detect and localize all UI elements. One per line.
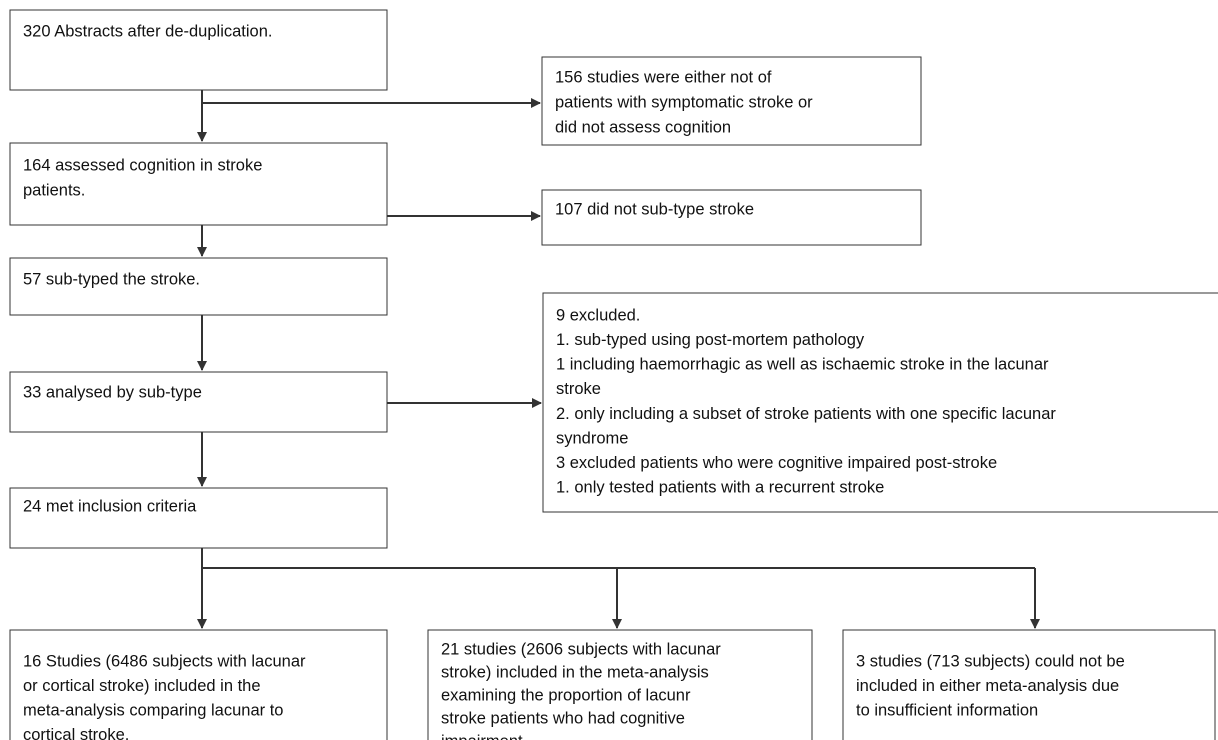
box-text: stroke patients who had cognitive	[441, 709, 685, 727]
box-text: 9 excluded.	[556, 306, 640, 324]
box	[9, 487, 388, 549]
box-text: 3 excluded patients who were cognitive i…	[556, 454, 997, 472]
flow-box: 33 analysed by sub-type	[9, 371, 388, 433]
flow-box: 156 studies were either not of patients w…	[541, 56, 922, 146]
box-text: included in either meta-analysis due	[856, 677, 1119, 695]
box-text: examining the proportion of lacunr	[441, 686, 691, 704]
box-text: 21 studies (2606 subjects with lacunar	[441, 640, 721, 658]
box-text: 1. only tested patients with a recurrent…	[556, 479, 884, 497]
box-text: 164 assessed cognition in stroke	[23, 156, 262, 174]
box-text: to insufficient information	[856, 701, 1038, 719]
box-text: patients.	[23, 181, 85, 199]
box	[9, 257, 388, 316]
box-text: 1 including haemorrhagic as well as isch…	[556, 356, 1049, 374]
box-text: syndrome	[556, 429, 628, 447]
box-text: 33 analysed by sub-type	[23, 383, 202, 401]
box-text: or cortical stroke) included in the	[23, 677, 261, 695]
flow-box: 21 studies (2606 subjects with lacunar st…	[427, 629, 813, 740]
flow-box: 24 met inclusion criteria	[9, 487, 388, 549]
box	[541, 56, 922, 146]
box	[9, 629, 388, 740]
box	[9, 142, 388, 226]
box-text: patients with symptomatic stroke or	[555, 93, 813, 111]
box-text: 1. sub-typed using post-mortem pathology	[556, 331, 865, 349]
box-text: 156 studies were either not of	[555, 68, 772, 86]
flow-box: 320 Abstracts after de-duplication.	[9, 9, 388, 91]
box-text: meta-analysis comparing lacunar to	[23, 701, 283, 719]
box	[541, 189, 922, 246]
flow-box: 57 sub-typed the stroke.	[9, 257, 388, 316]
box	[9, 9, 388, 91]
box-text: 2. only including a subset of stroke pat…	[556, 405, 1056, 423]
box-text: impairment.	[441, 732, 527, 740]
flow-box: 164 assessed cognition in stroke patients…	[9, 142, 388, 226]
box-text: 24 met inclusion criteria	[23, 497, 197, 515]
box-text: 57 sub-typed the stroke.	[23, 270, 200, 288]
box-text: 3 studies (713 subjects) could not be	[856, 652, 1125, 670]
flow-box: 3 studies (713 subjects) could not be inc…	[842, 629, 1216, 740]
flow-box: 9 excluded. 1. sub-typed using post-morte…	[542, 292, 1218, 513]
flow-box: 107 did not sub-type stroke	[541, 189, 922, 246]
flow-box: 16 Studies (6486 subjects with lacunar or…	[9, 629, 388, 740]
box-text: did not assess cognition	[555, 118, 731, 136]
box-text: 16 Studies (6486 subjects with lacunar	[23, 652, 306, 670]
box	[9, 371, 388, 433]
box-text: stroke	[556, 380, 601, 398]
box-text: 320 Abstracts after de-duplication.	[23, 22, 272, 40]
box-text: cortical stroke.	[23, 726, 129, 740]
box	[542, 292, 1218, 513]
box	[427, 629, 813, 740]
box	[842, 629, 1216, 740]
box-text: 107 did not sub-type stroke	[555, 200, 754, 218]
box-text: stroke) included in the meta-analysis	[441, 663, 709, 681]
